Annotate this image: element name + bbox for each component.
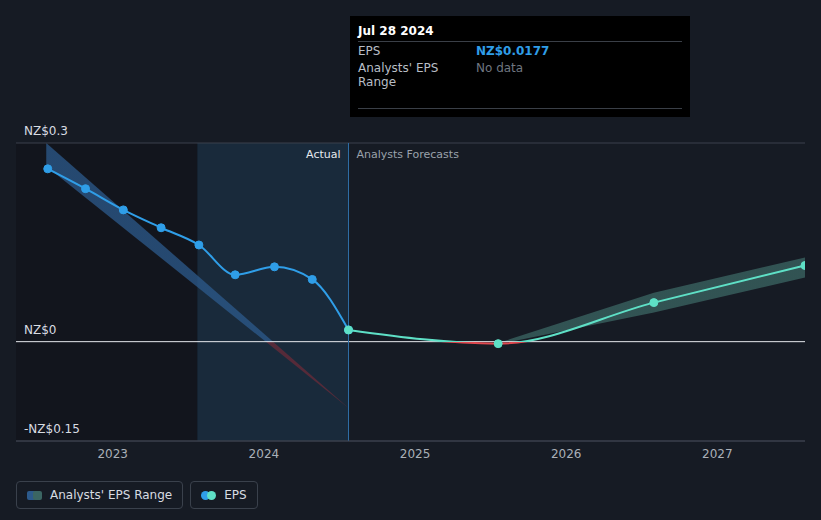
svg-text:Actual: Actual <box>306 148 340 161</box>
svg-text:2024: 2024 <box>249 447 280 461</box>
svg-text:NZ$0.3: NZ$0.3 <box>24 124 68 138</box>
html-text:Jul 28 2024: Jul 28 2024 <box>358 24 434 38</box>
svg-text:2023: 2023 <box>97 447 128 461</box>
svg-text:2027: 2027 <box>702 447 733 461</box>
html-text:NZ$0.0177: NZ$0.0177 <box>476 44 550 58</box>
html-text:No data: No data <box>476 61 524 75</box>
svg-text:2026: 2026 <box>551 447 582 461</box>
svg-text:-NZ$0.15: -NZ$0.15 <box>24 422 80 436</box>
svg-text:NZ$0: NZ$0 <box>24 323 56 337</box>
svg-text:2025: 2025 <box>400 447 431 461</box>
html-text:EPS: EPS <box>224 488 247 502</box>
html-text:EPS: EPS <box>358 44 381 58</box>
html-text:Analysts' EPS Range: Analysts' EPS Range <box>358 61 439 89</box>
html-text:Analysts' EPS Range: Analysts' EPS Range <box>50 488 173 502</box>
svg-text:Analysts Forecasts: Analysts Forecasts <box>357 148 460 161</box>
